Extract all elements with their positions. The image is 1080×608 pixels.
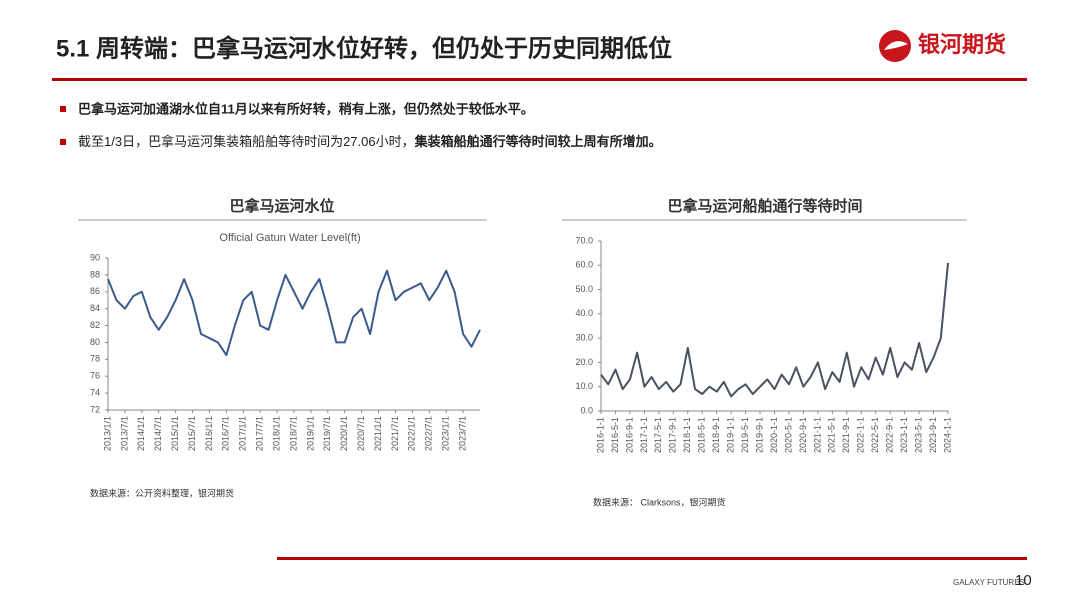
- x-tick-label: 2021/7/1: [390, 416, 400, 451]
- y-tick-label: 78: [90, 354, 100, 364]
- y-tick-label: 76: [90, 371, 100, 381]
- logo-swoosh: [884, 41, 908, 50]
- x-tick-label: 2016/7/1: [221, 416, 231, 451]
- source-note: 数据来源： Clarksons，银河期货: [593, 496, 726, 507]
- y-tick-label: 80: [90, 337, 100, 347]
- x-tick-label: 2019/1/1: [305, 416, 315, 451]
- y-tick-label: 88: [90, 269, 100, 279]
- y-tick-label: 20.0: [575, 357, 593, 367]
- x-tick-label: 2014/1/1: [136, 416, 146, 451]
- x-tick-label: 2023/1/1: [441, 416, 451, 451]
- y-tick-label: 60.0: [575, 260, 593, 270]
- bullet-bold: 集装箱船舶通行等待时间较上周有所增加。: [414, 134, 662, 149]
- slide-title: 5.1 周转端：巴拿马运河水位好转，但仍处于历史同期低位: [56, 34, 672, 62]
- x-tick-label: 2021-5-1: [827, 417, 837, 453]
- x-tick-label: 2020/1/1: [339, 416, 349, 451]
- x-tick-label: 2021-9-1: [841, 417, 851, 453]
- logo: 银河期货: [879, 30, 1006, 62]
- x-tick-label: 2014/7/1: [153, 416, 163, 451]
- y-tick-label: 72: [90, 404, 100, 414]
- x-tick-label: 2015/7/1: [187, 416, 197, 451]
- x-tick-label: 2018/1/1: [271, 416, 281, 451]
- x-tick-label: 2022/1/1: [407, 416, 417, 451]
- x-tick-label: 2021/1/1: [373, 416, 383, 451]
- x-tick-label: 2021-1-1: [812, 417, 822, 453]
- y-tick-label: 90: [90, 252, 100, 262]
- bullet-text: 巴拿马运河加通湖水位自11月以来有所好转，稍有上涨，但仍然处于较低水平。: [78, 101, 534, 116]
- x-tick-label: 2018-1-1: [682, 417, 692, 453]
- x-tick-label: 2016-1-1: [595, 417, 605, 453]
- logo-text: 银河期货: [918, 32, 1006, 57]
- x-tick-label: 2022-1-1: [856, 417, 866, 453]
- y-tick-label: 86: [90, 286, 100, 296]
- x-tick-label: 2019/7/1: [322, 416, 332, 451]
- x-tick-label: 2017-1-1: [639, 417, 649, 453]
- x-tick-label: 2020/7/1: [356, 416, 366, 451]
- x-tick-label: 2017-5-1: [653, 417, 663, 453]
- x-tick-label: 2019-9-1: [754, 417, 764, 453]
- x-tick-label: 2022/7/1: [424, 416, 434, 451]
- x-tick-label: 2023-1-1: [899, 417, 909, 453]
- x-tick-label: 2017/7/1: [255, 416, 265, 451]
- y-tick-label: 84: [90, 303, 100, 313]
- y-tick-label: 10.0: [575, 381, 593, 391]
- bullet-icon: [60, 139, 66, 145]
- x-tick-label: 2017-9-1: [668, 417, 678, 453]
- x-tick-label: 2019-5-1: [740, 417, 750, 453]
- chart-subtitle: Official Gatun Water Level(ft): [219, 232, 360, 244]
- x-tick-label: 2019-1-1: [726, 417, 736, 453]
- x-tick-label: 2016-5-1: [610, 417, 620, 453]
- y-tick-label: 82: [90, 320, 100, 330]
- bullet-text: 截至1/3日，巴拿马运河集装箱船舶等待时间为27.06小时，集装箱船舶通行等待时…: [78, 134, 662, 149]
- page-number: 10: [1015, 572, 1032, 589]
- x-tick-label: 2015/1/1: [170, 416, 180, 451]
- source-note: 数据来源：公开资料整理，银河期货: [90, 487, 234, 498]
- x-tick-label: 2020-1-1: [769, 417, 779, 453]
- y-tick-label: 50.0: [575, 284, 593, 294]
- y-tick-label: 70.0: [575, 235, 593, 245]
- x-tick-label: 2013/7/1: [119, 416, 129, 451]
- chart-title: 巴拿马运河水位: [229, 197, 334, 215]
- x-tick-label: 2017/1/1: [238, 416, 248, 451]
- y-tick-label: 30.0: [575, 333, 593, 343]
- x-tick-label: 2016/1/1: [204, 416, 214, 451]
- x-tick-label: 2023-5-1: [913, 417, 923, 453]
- x-tick-label: 2013/1/1: [102, 416, 112, 451]
- bullet-icon: [60, 106, 66, 112]
- x-tick-label: 2022-9-1: [885, 417, 895, 453]
- x-tick-label: 2022-5-1: [870, 417, 880, 453]
- x-tick-label: 2018-5-1: [697, 417, 707, 453]
- footer-rule: [277, 557, 1027, 560]
- y-tick-label: 74: [90, 387, 100, 397]
- chart-title: 巴拿马运河船舶通行等待时间: [667, 197, 862, 215]
- x-tick-label: 2020-5-1: [783, 417, 793, 453]
- data-line: [107, 269, 481, 357]
- x-tick-label: 2018/7/1: [288, 416, 298, 451]
- x-tick-label: 2018-9-1: [711, 417, 721, 453]
- y-tick-label: 40.0: [575, 308, 593, 318]
- x-tick-label: 2023/7/1: [457, 416, 467, 451]
- bullet-normal: 截至1/3日，巴拿马运河集装箱船舶等待时间为27.06小时，: [78, 134, 415, 149]
- x-tick-label: 2020-9-1: [798, 417, 808, 453]
- footer-brand: GALAXY FUTURES: [953, 578, 1025, 587]
- header-rule: [52, 78, 1027, 81]
- data-line: [600, 262, 949, 398]
- x-tick-label: 2016-9-1: [624, 417, 634, 453]
- x-tick-label: 2023-9-1: [928, 417, 938, 453]
- y-tick-label: 0.0: [580, 405, 593, 415]
- x-tick-label: 2024-1-1: [942, 417, 952, 453]
